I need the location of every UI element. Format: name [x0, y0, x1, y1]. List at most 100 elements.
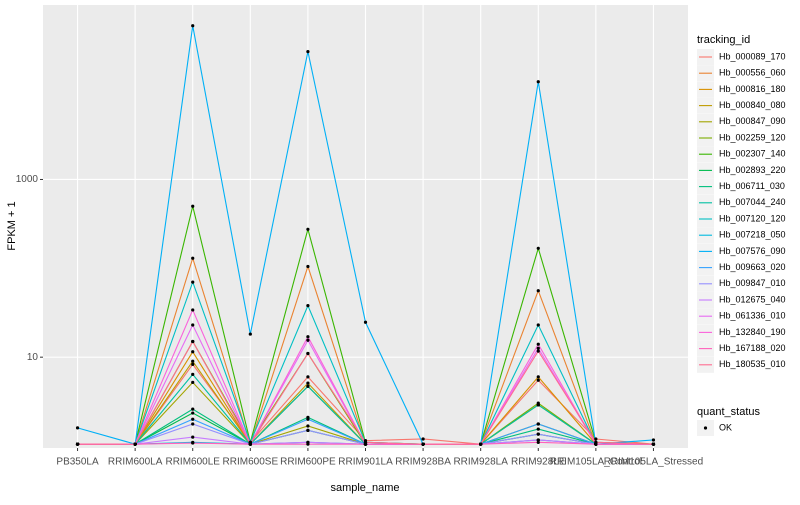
data-point [191, 441, 195, 445]
data-point [306, 338, 310, 342]
data-point [421, 442, 425, 446]
x-tick-label: RRIM600SE [223, 457, 279, 468]
data-point [363, 440, 368, 444]
data-point [536, 427, 540, 431]
data-point [536, 289, 540, 293]
legend-label: Hb_002259_120 [719, 132, 786, 142]
legend-label: Hb_000816_180 [719, 84, 786, 94]
data-point [191, 372, 195, 376]
legend-label: Hb_007120_120 [719, 213, 786, 223]
data-point [536, 375, 540, 379]
data-point [536, 432, 540, 436]
legend-label: Hb_009663_020 [719, 262, 786, 272]
data-point [306, 264, 310, 269]
data-point [536, 378, 540, 382]
data-point [191, 323, 195, 327]
data-point [191, 422, 195, 426]
legend-label: Hb_006711_030 [719, 181, 785, 191]
data-point [536, 80, 540, 84]
legend-label: Hb_000847_090 [719, 116, 786, 126]
data-point [191, 24, 195, 28]
data-point [306, 375, 310, 379]
data-point [306, 227, 310, 231]
data-point [363, 320, 368, 324]
legend-label: Hb_007576_090 [719, 246, 786, 256]
data-point [594, 437, 598, 441]
data-point [191, 417, 195, 421]
data-point [191, 350, 195, 354]
points [75, 24, 656, 446]
data-point [191, 380, 195, 385]
data-point [536, 349, 540, 353]
data-point [536, 246, 540, 250]
legend: Hb_000089_170 Hb_000556_060 Hb_000816_180 H… [697, 49, 786, 436]
data-point [536, 403, 540, 407]
data-point [306, 428, 310, 432]
data-point [536, 438, 540, 442]
legend-label: Hb_000840_080 [719, 100, 786, 110]
x-tick-label: PB350LA [56, 457, 99, 468]
data-point [536, 323, 540, 327]
data-point [536, 422, 540, 426]
legend-label: Hb_009847_010 [719, 278, 786, 288]
data-point [191, 204, 195, 208]
legend-title: quant_status [697, 406, 760, 418]
data-point [421, 437, 425, 441]
legend-label: Hb_167188_020 [719, 343, 786, 353]
x-axis-label: sample_name [330, 482, 399, 494]
data-point [306, 335, 310, 339]
y-tick-label: 10 [27, 352, 39, 363]
data-point [191, 359, 195, 363]
legend-label: Hb_007218_050 [719, 230, 786, 240]
x-tick-label: RRIM901LA [338, 457, 393, 468]
data-point [651, 438, 656, 442]
data-point [536, 342, 540, 346]
data-point [306, 424, 310, 428]
legend-label: Hb_180535_010 [719, 359, 786, 369]
legend-label: Hb_132840_190 [719, 327, 786, 337]
y-axis-label: FPKM + 1 [6, 201, 18, 250]
data-point [651, 442, 656, 446]
data-point [191, 362, 195, 366]
legend-label: Hb_061336_010 [719, 311, 786, 321]
legend-label: Hb_007044_240 [719, 197, 786, 207]
data-point [191, 256, 195, 260]
data-point [191, 280, 195, 284]
data-point [479, 442, 483, 446]
data-point [536, 440, 540, 444]
data-point [306, 381, 310, 385]
x-tick-label: RRIM928BA [395, 457, 451, 468]
legend-label: Hb_012675_040 [719, 294, 786, 304]
legend-label: Hb_000089_170 [719, 51, 786, 61]
legend-label: Hb_000556_060 [719, 68, 786, 78]
data-point [306, 304, 310, 308]
data-point [191, 308, 195, 312]
y-tick-label: 1000 [16, 174, 39, 185]
data-point [248, 442, 252, 446]
legend-label: Hb_002307_140 [719, 149, 786, 159]
legend-point [703, 426, 708, 430]
x-tick-label: RRIM928LA [453, 457, 508, 468]
data-point [75, 426, 80, 430]
grid [43, 5, 688, 448]
data-point [306, 49, 310, 54]
data-point [536, 346, 540, 350]
data-point [133, 442, 137, 446]
x-tick-label: RRIM928LE [511, 457, 566, 468]
legend-label: OK [719, 422, 732, 432]
data-point [306, 417, 310, 421]
data-point [191, 411, 195, 415]
data-point [306, 351, 310, 356]
legend-title: tracking_id [697, 34, 750, 46]
data-point [594, 440, 598, 444]
data-point [248, 332, 252, 336]
data-point [191, 407, 195, 411]
data-point [75, 442, 80, 446]
data-point [306, 442, 310, 446]
legend-label: Hb_002893_220 [719, 165, 786, 175]
x-tick-label: RRIM105LA_Control [550, 457, 642, 468]
x-tick-label: RRIM600PE [280, 457, 336, 468]
x-tick-label: RRIM600LE [165, 457, 220, 468]
data-point [191, 339, 195, 344]
